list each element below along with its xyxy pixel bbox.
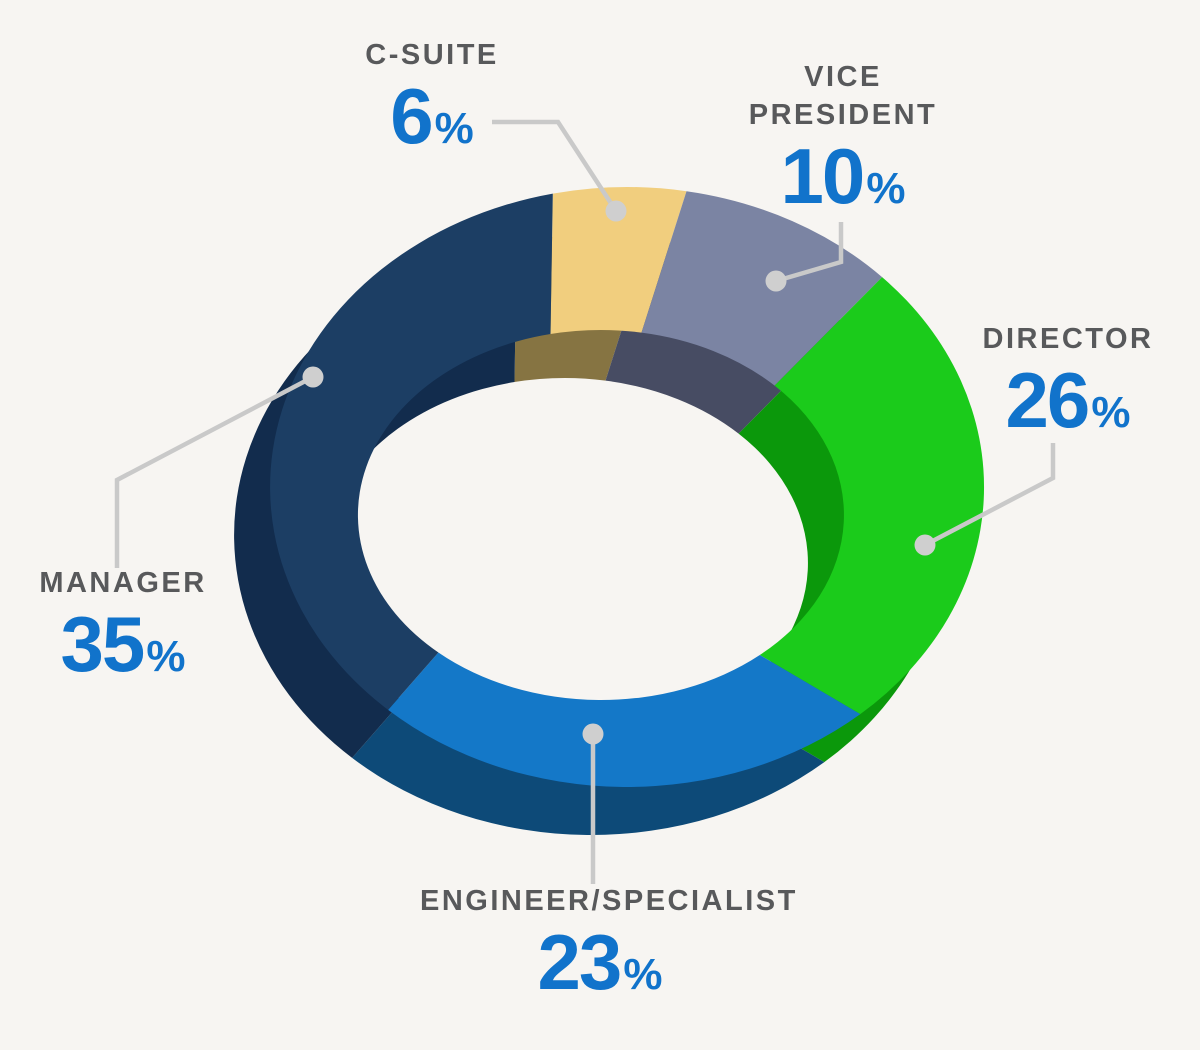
value-director: 26% — [1005, 356, 1131, 444]
segment-manager — [270, 193, 553, 710]
leader-dot-vice-president — [765, 270, 787, 292]
label-vice-president-line1: VICE — [804, 61, 882, 93]
leader-dot-c-suite — [605, 200, 627, 222]
leader-line-manager — [114, 375, 315, 568]
value-engineer-specialist: 23% — [537, 918, 663, 1006]
label-vice-president-line2: PRESIDENT — [748, 99, 938, 131]
label-manager: MANAGER — [39, 567, 207, 599]
donut-ring — [270, 187, 985, 787]
leader-dot-engineer-specialist — [582, 723, 604, 745]
label-director: DIRECTOR — [982, 323, 1154, 355]
callout-engineer-specialist: ENGINEER/SPECIALIST 23% — [420, 882, 798, 1006]
label-c-suite: C-SUITE — [365, 39, 499, 71]
segment-vice-president — [641, 191, 883, 386]
callout-vice-president: VICE PRESIDENT 10% — [693, 58, 993, 220]
leader-lines — [114, 119, 1056, 884]
value-c-suite: 6% — [390, 72, 474, 160]
segment-c-suite — [550, 187, 687, 334]
leader-dot-director — [914, 534, 936, 556]
leader-dot-manager — [302, 366, 324, 388]
callout-c-suite: C-SUITE 6% — [282, 36, 582, 160]
segment-director — [759, 277, 985, 715]
label-engineer-specialist: ENGINEER/SPECIALIST — [420, 885, 798, 917]
leader-line-c-suite — [492, 119, 618, 213]
leader-line-vice-president — [775, 222, 844, 284]
callout-manager: MANAGER 35% — [0, 564, 268, 688]
leader-line-director — [923, 443, 1056, 547]
segment-engineer-specialist — [388, 652, 861, 787]
value-manager: 35% — [60, 600, 186, 688]
callout-director: DIRECTOR 26% — [918, 320, 1200, 444]
value-vice-president: 10% — [780, 132, 906, 220]
